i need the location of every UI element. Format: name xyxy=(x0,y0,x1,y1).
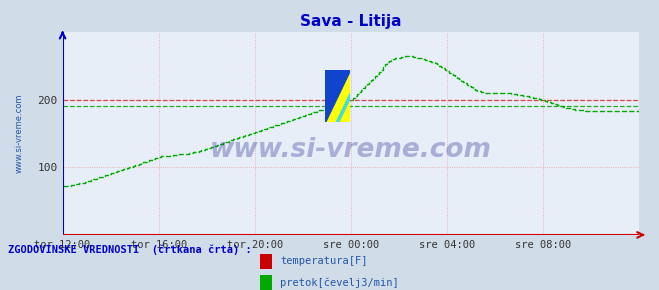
Polygon shape xyxy=(325,70,350,122)
Text: pretok[čevelj3/min]: pretok[čevelj3/min] xyxy=(280,277,399,288)
Text: ZGODOVINSKE VREDNOSTI  (črtkana črta) :: ZGODOVINSKE VREDNOSTI (črtkana črta) : xyxy=(8,245,252,255)
Text: temperatura[F]: temperatura[F] xyxy=(280,256,368,266)
Bar xyxy=(260,254,272,269)
Bar xyxy=(260,275,272,290)
Text: www.si-vreme.com: www.si-vreme.com xyxy=(15,94,24,173)
Title: Sava - Litija: Sava - Litija xyxy=(300,14,402,29)
Polygon shape xyxy=(325,70,350,122)
Polygon shape xyxy=(336,93,350,122)
Text: www.si-vreme.com: www.si-vreme.com xyxy=(210,137,492,163)
